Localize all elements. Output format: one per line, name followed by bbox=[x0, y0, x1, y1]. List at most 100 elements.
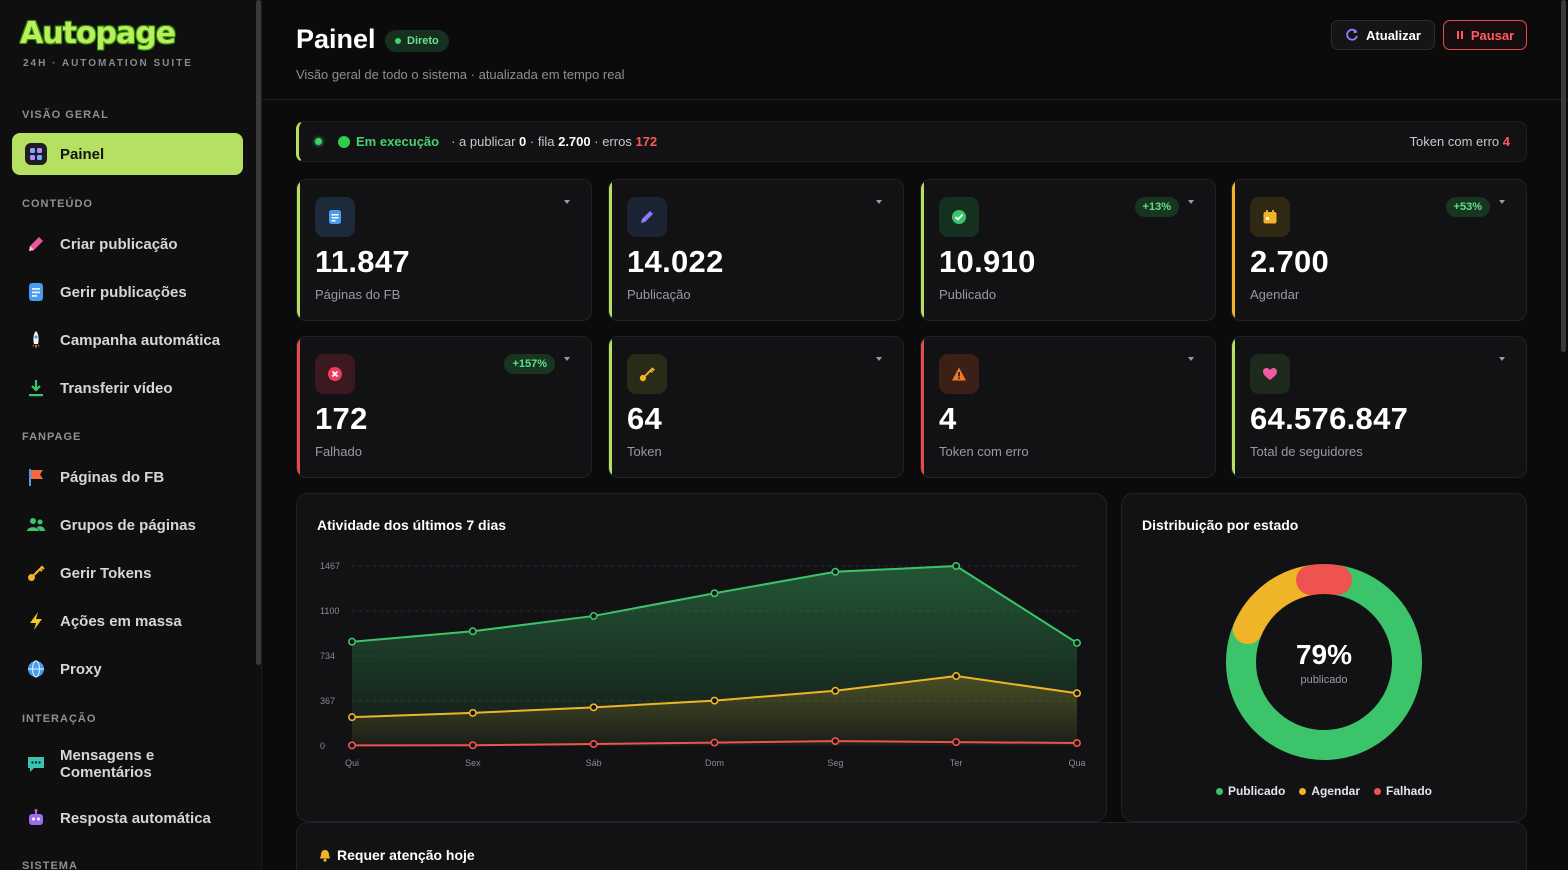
distribution-title: Distribuição por estado bbox=[1142, 517, 1299, 533]
data-point[interactable] bbox=[831, 686, 840, 695]
chevron-down-icon[interactable] bbox=[1188, 357, 1194, 361]
kpi-label: Token com erro bbox=[939, 444, 1029, 459]
chevron-down-icon[interactable] bbox=[1188, 200, 1194, 204]
chevron-down-icon[interactable] bbox=[876, 200, 882, 204]
sidebar-item-fb-pages[interactable]: Páginas do FB bbox=[12, 456, 243, 498]
x-tick-label: Dom bbox=[705, 758, 724, 768]
sidebar-item-download-video[interactable]: Transferir vídeo bbox=[12, 367, 243, 409]
x-tick-label: Seg bbox=[827, 758, 843, 768]
data-point[interactable] bbox=[347, 741, 356, 750]
data-point[interactable] bbox=[1072, 689, 1081, 698]
sidebar-item-manage-tokens[interactable]: Gerir Tokens bbox=[12, 552, 243, 594]
brand-logo[interactable]: Autopage bbox=[20, 16, 176, 51]
data-point[interactable] bbox=[952, 672, 961, 681]
x-tick-label: Ter bbox=[950, 758, 963, 768]
errors-count: 172 bbox=[635, 134, 658, 149]
donut-center-label: publicado bbox=[1300, 674, 1348, 686]
data-point[interactable] bbox=[710, 738, 719, 747]
legend-item-published[interactable]: Publicado bbox=[1215, 784, 1286, 798]
y-tick-label: 1467 bbox=[320, 561, 340, 571]
page-header: Painel Direto Visão geral de todo o sist… bbox=[262, 0, 1568, 100]
donut-segment-published[interactable] bbox=[1226, 565, 1422, 760]
data-point[interactable] bbox=[347, 713, 356, 722]
running-dot bbox=[338, 135, 350, 148]
pause-button[interactable]: Pausar bbox=[1443, 20, 1527, 50]
data-point[interactable] bbox=[831, 737, 840, 746]
legend-item-scheduled[interactable]: Agendar bbox=[1299, 784, 1360, 798]
data-point[interactable] bbox=[710, 696, 719, 705]
nav-section-overview: VISÃO GERAL bbox=[22, 109, 109, 121]
sidebar-item-proxy[interactable]: Proxy bbox=[12, 648, 243, 690]
kpi-value: 4 bbox=[939, 401, 957, 436]
data-point[interactable] bbox=[831, 567, 840, 576]
pencil-icon bbox=[627, 197, 667, 237]
legend-item-failed[interactable]: Falhado bbox=[1374, 784, 1432, 798]
kpi-delta-badge: +53% bbox=[1445, 197, 1490, 217]
chevron-down-icon[interactable] bbox=[564, 357, 570, 361]
sidebar-item-label: Gerir Tokens bbox=[60, 564, 152, 582]
data-point[interactable] bbox=[1072, 638, 1081, 647]
data-point[interactable] bbox=[589, 611, 598, 620]
chevron-down-icon[interactable] bbox=[1499, 357, 1505, 361]
kpi-token-errors[interactable]: 4 Token com erro bbox=[920, 336, 1216, 478]
distribution-legend: Publicado Agendar Falhado bbox=[1122, 784, 1526, 798]
kpi-tokens[interactable]: 64 Token bbox=[608, 336, 904, 478]
data-point[interactable] bbox=[589, 740, 598, 749]
kpi-scheduled[interactable]: +53% 2.700 Agendar bbox=[1231, 179, 1527, 321]
sidebar-item-auto-reply[interactable]: Resposta automática bbox=[12, 797, 243, 839]
data-point[interactable] bbox=[1072, 739, 1081, 748]
data-point[interactable] bbox=[468, 708, 477, 717]
sidebar-item-bulk-actions[interactable]: Ações em massa bbox=[12, 600, 243, 642]
data-point[interactable] bbox=[952, 562, 961, 571]
document-icon bbox=[315, 197, 355, 237]
refresh-button[interactable]: Atualizar bbox=[1331, 20, 1435, 50]
kpi-value: 10.910 bbox=[939, 244, 1036, 279]
chevron-down-icon[interactable] bbox=[1499, 200, 1505, 204]
queue-label: · fila bbox=[529, 134, 555, 149]
to-publish-label: · a publicar bbox=[451, 134, 516, 149]
flag-icon bbox=[25, 466, 47, 488]
data-point[interactable] bbox=[468, 627, 477, 636]
kpi-fb-pages[interactable]: 11.847 Páginas do FB bbox=[296, 179, 592, 321]
sidebar-item-create-post[interactable]: Criar publicação bbox=[12, 223, 243, 265]
kpi-label: Publicado bbox=[939, 287, 997, 302]
data-point[interactable] bbox=[589, 703, 598, 712]
refresh-label: Atualizar bbox=[1366, 27, 1421, 43]
token-error-status[interactable]: Token com erro 4 bbox=[1410, 134, 1510, 149]
sidebar-item-label: Proxy bbox=[60, 660, 102, 678]
sidebar-item-label: Resposta automática bbox=[60, 809, 211, 827]
sidebar-item-page-groups[interactable]: Grupos de páginas bbox=[12, 504, 243, 546]
chevron-down-icon[interactable] bbox=[876, 357, 882, 361]
kpi-failed[interactable]: +157% 172 Falhado bbox=[296, 336, 592, 478]
kpi-followers[interactable]: 64.576.847 Total de seguidores bbox=[1231, 336, 1527, 478]
main-scrollbar[interactable] bbox=[1561, 0, 1566, 352]
distribution-donut-chart bbox=[1226, 564, 1422, 760]
data-point[interactable] bbox=[710, 589, 719, 598]
x-tick-label: Qui bbox=[345, 758, 359, 768]
kpi-delta-badge: +13% bbox=[1134, 197, 1179, 217]
pencil-icon bbox=[25, 233, 47, 255]
chevron-down-icon[interactable] bbox=[564, 200, 570, 204]
data-point[interactable] bbox=[468, 741, 477, 750]
x-tick-label: Sex bbox=[465, 758, 481, 768]
kpi-label: Total de seguidores bbox=[1250, 444, 1363, 459]
warning-icon bbox=[939, 354, 979, 394]
sidebar-item-label: Painel bbox=[60, 145, 105, 163]
series-scheduled-area bbox=[352, 676, 1077, 746]
sidebar-item-label: Páginas do FB bbox=[60, 468, 165, 486]
rocket-icon bbox=[25, 329, 47, 351]
data-point[interactable] bbox=[347, 637, 356, 646]
kpi-published[interactable]: +13% 10.910 Publicado bbox=[920, 179, 1216, 321]
sidebar-item-auto-campaign[interactable]: Campanha automática bbox=[12, 319, 243, 361]
y-tick-label: 734 bbox=[320, 651, 335, 661]
sidebar-item-messages-comments[interactable]: Mensagens e Comentários bbox=[12, 739, 243, 789]
kpi-posts[interactable]: 14.022 Publicação bbox=[608, 179, 904, 321]
nav-section-fanpage: FANPAGE bbox=[22, 431, 82, 443]
data-point[interactable] bbox=[952, 738, 961, 747]
sidebar-item-manage-posts[interactable]: Gerir publicações bbox=[12, 271, 243, 313]
sidebar-item-painel[interactable]: Painel bbox=[12, 133, 243, 175]
sidebar-scrollbar[interactable] bbox=[256, 0, 261, 665]
kpi-value: 64.576.847 bbox=[1250, 401, 1409, 436]
legend-label: Publicado bbox=[1227, 784, 1286, 798]
donut-segment-failed[interactable] bbox=[1296, 564, 1352, 596]
